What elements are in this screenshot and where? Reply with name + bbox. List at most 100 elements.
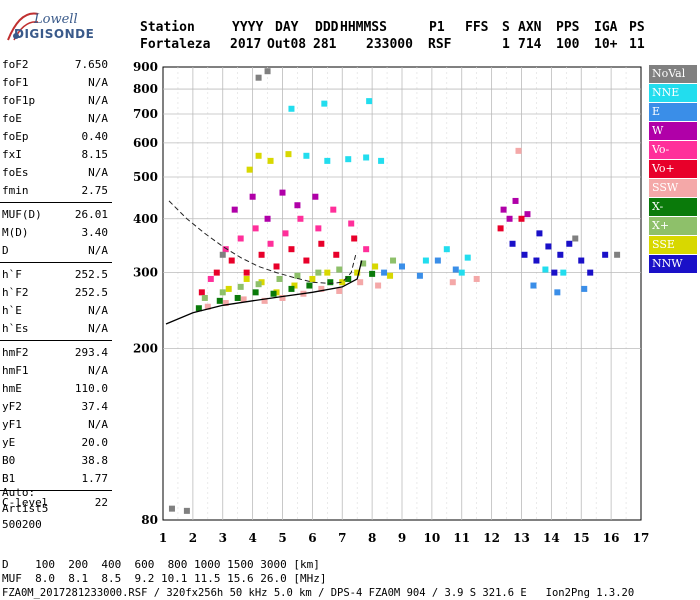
header-label: PPS [556, 20, 580, 35]
echo-point [324, 269, 331, 276]
x-tick-label: 9 [398, 531, 406, 545]
x-tick-label: 1 [159, 531, 167, 545]
echo-point [399, 263, 405, 270]
echo-point [204, 303, 211, 310]
echo-point [222, 300, 229, 307]
echo-point [285, 151, 292, 158]
param-row: hmF2 293.4 [2, 346, 108, 360]
header-label: DDD [315, 20, 339, 35]
echo-point [297, 215, 304, 222]
echo-point [291, 282, 298, 289]
param-row: yF1 N/A [2, 418, 108, 432]
param-name: foF1p [2, 94, 36, 107]
param-name: C-level [2, 496, 49, 509]
echo-point [443, 246, 450, 253]
param-value: 20.0 [81, 436, 109, 449]
echo-point [512, 197, 519, 204]
header-value: 11 [629, 37, 645, 52]
echo-point [315, 225, 322, 232]
echo-point [387, 272, 394, 279]
param-row: foF2 7.650 [2, 58, 108, 72]
param-value: 110.0 [74, 382, 108, 395]
echo-point [351, 235, 358, 242]
header-label: Station [140, 20, 195, 35]
param-name: fxI [2, 148, 22, 161]
y-tick-label: 300 [133, 266, 158, 280]
echo-point [318, 285, 325, 292]
echo-point [228, 257, 235, 264]
param-row: hmF1 N/A [2, 364, 108, 378]
x-tick-label: 4 [248, 531, 256, 545]
param-value: N/A [88, 112, 108, 125]
header-value: Out08 [267, 37, 307, 52]
echo-point [249, 193, 256, 200]
echo-point [572, 235, 579, 242]
echo-point [360, 260, 367, 267]
echo-point [509, 240, 516, 247]
header-label: HHMMSS [340, 20, 387, 35]
echo-point [500, 206, 507, 213]
brand-top: Lowell [34, 12, 78, 27]
echo-point [449, 279, 456, 286]
echo-point [614, 251, 621, 258]
header-label: S [502, 20, 510, 35]
legend-item: SSE [649, 236, 697, 254]
param-row: hmE 110.0 [2, 382, 108, 396]
param-value: 22 [94, 496, 108, 509]
header-value: 2017 [230, 37, 262, 52]
echo-point [452, 266, 459, 273]
param-name: yF1 [2, 418, 22, 431]
echo-point [330, 206, 337, 213]
legend-item: Vo+ [649, 160, 697, 178]
echo-point [207, 275, 214, 282]
echo-point [497, 225, 504, 232]
echo-point [237, 235, 244, 242]
param-name: foE [2, 112, 22, 125]
legend-item: X- [649, 198, 697, 216]
param-value: 38.8 [81, 454, 109, 467]
echo-point [545, 243, 552, 250]
x-tick-label: 5 [278, 531, 286, 545]
panel-separator [0, 490, 112, 491]
param-value: 293.4 [74, 346, 108, 359]
echo-point [252, 289, 259, 296]
echo-point [581, 285, 588, 292]
header-value: Fortaleza [140, 37, 211, 52]
param-value: 26.01 [74, 208, 108, 221]
echo-point [231, 206, 238, 213]
legend-item: Vo- [649, 141, 697, 159]
echo-point [255, 74, 262, 81]
param-value: 1.77 [81, 472, 109, 485]
echo-point [554, 289, 561, 296]
param-name: h`F2 [2, 286, 29, 299]
echo-point [318, 240, 325, 247]
param-row: yE 20.0 [2, 436, 108, 450]
echo-point [557, 251, 564, 258]
x-tick-label: 2 [189, 531, 197, 545]
echo-point [515, 147, 522, 154]
echo-point [195, 305, 202, 312]
echo-point [264, 68, 271, 75]
header-value: 281 [313, 37, 337, 52]
param-row: fxI 8.15 [2, 148, 108, 162]
param-row: D N/A [2, 244, 108, 258]
header-label: YYYY [232, 20, 264, 35]
echo-point [345, 156, 352, 163]
echo-point [357, 279, 364, 286]
param-name: foEp [2, 130, 29, 143]
header-label: PS [629, 20, 645, 35]
echo-point [198, 289, 205, 296]
echo-point [327, 279, 334, 286]
echo-point [201, 294, 208, 301]
header-value: 100 [556, 37, 580, 52]
echo-point [602, 251, 609, 258]
panel-separator [0, 202, 112, 203]
param-row: h`Es N/A [2, 322, 108, 336]
param-name: D [2, 244, 9, 257]
echo-point [183, 507, 190, 514]
legend-item: W [649, 122, 697, 140]
param-name: fmin [2, 184, 29, 197]
param-row: fmin 2.75 [2, 184, 108, 198]
param-row: foEs N/A [2, 166, 108, 180]
